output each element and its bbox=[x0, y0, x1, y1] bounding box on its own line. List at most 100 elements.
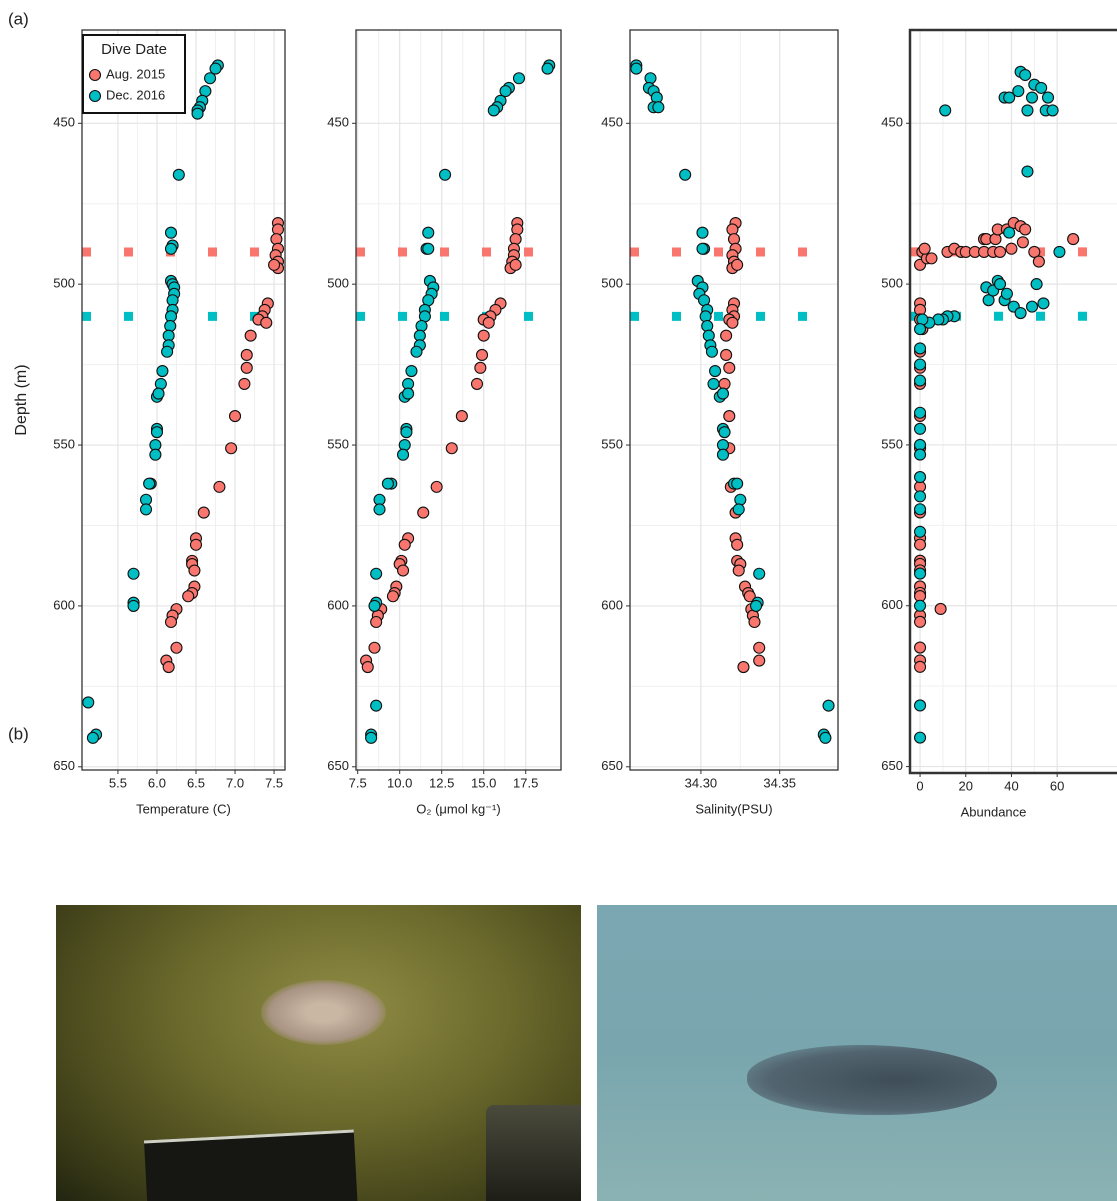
point bbox=[183, 591, 194, 602]
fish bbox=[747, 1045, 997, 1115]
point bbox=[1020, 224, 1031, 235]
panel-frame bbox=[356, 30, 561, 770]
point bbox=[733, 504, 744, 515]
point bbox=[738, 662, 749, 673]
sampler-arm bbox=[486, 1105, 581, 1201]
point bbox=[706, 346, 717, 357]
point bbox=[371, 568, 382, 579]
point bbox=[398, 565, 409, 576]
y-tick-label: 500 bbox=[327, 276, 349, 291]
point bbox=[382, 478, 393, 489]
x-tick-label: 60 bbox=[1050, 778, 1064, 793]
point bbox=[488, 105, 499, 116]
x-tick-label: 34.30 bbox=[685, 775, 718, 790]
point bbox=[151, 427, 162, 438]
point bbox=[820, 732, 831, 743]
point bbox=[915, 700, 926, 711]
point bbox=[366, 732, 377, 743]
point bbox=[241, 349, 252, 360]
point bbox=[915, 539, 926, 550]
point bbox=[926, 253, 937, 264]
y-tick-label: 650 bbox=[601, 758, 623, 773]
point bbox=[163, 662, 174, 673]
point bbox=[995, 246, 1006, 257]
point bbox=[732, 259, 743, 270]
page: (a) (b) 4505005506006505.56.06.57.07.5Te… bbox=[0, 0, 1117, 1201]
x-tick-label: 17.5 bbox=[513, 775, 538, 790]
point bbox=[1022, 166, 1033, 177]
y-tick-label: 450 bbox=[601, 115, 623, 130]
point bbox=[150, 449, 161, 460]
y-tick-label: 600 bbox=[327, 597, 349, 612]
point bbox=[269, 259, 280, 270]
legend-title: Dive Date bbox=[101, 41, 167, 58]
point bbox=[171, 642, 182, 653]
point bbox=[680, 169, 691, 180]
y-tick-label: 450 bbox=[53, 115, 75, 130]
x-tick-label: 20 bbox=[959, 778, 973, 793]
point bbox=[653, 102, 664, 113]
point bbox=[128, 568, 139, 579]
x-tick-label: 40 bbox=[1004, 778, 1018, 793]
point bbox=[710, 366, 721, 377]
x-tick-label: 6.0 bbox=[148, 775, 166, 790]
point bbox=[261, 317, 272, 328]
legend-swatch bbox=[90, 70, 101, 81]
x-tick-label: 34.35 bbox=[763, 775, 796, 790]
point bbox=[915, 568, 926, 579]
point bbox=[513, 73, 524, 84]
point bbox=[1022, 105, 1033, 116]
point bbox=[1043, 92, 1054, 103]
legend-label: Aug. 2015 bbox=[106, 66, 165, 81]
plot-area bbox=[82, 30, 285, 770]
point bbox=[399, 539, 410, 550]
point bbox=[456, 411, 467, 422]
x-tick-label: 7.0 bbox=[226, 775, 244, 790]
point bbox=[1038, 298, 1049, 309]
x-tick-label: 7.5 bbox=[349, 775, 367, 790]
y-tick-label: 550 bbox=[53, 436, 75, 451]
photo-fish bbox=[597, 905, 1117, 1201]
y-tick-label: 500 bbox=[881, 276, 903, 291]
point bbox=[1047, 105, 1058, 116]
y-tick-label: 600 bbox=[601, 597, 623, 612]
y-tick-label: 650 bbox=[53, 758, 75, 773]
point bbox=[1017, 237, 1028, 248]
x-tick-label: 10.0 bbox=[387, 775, 412, 790]
y-tick-label: 550 bbox=[327, 436, 349, 451]
point bbox=[754, 642, 765, 653]
point bbox=[245, 330, 256, 341]
point bbox=[431, 481, 442, 492]
clam-cluster bbox=[261, 980, 386, 1045]
point bbox=[915, 472, 926, 483]
point bbox=[719, 427, 730, 438]
y-tick-label: 500 bbox=[53, 276, 75, 291]
point bbox=[751, 600, 762, 611]
point bbox=[230, 411, 241, 422]
point bbox=[226, 443, 237, 454]
point bbox=[371, 700, 382, 711]
point bbox=[190, 539, 201, 550]
point bbox=[214, 481, 225, 492]
point bbox=[915, 423, 926, 434]
y-tick-label: 650 bbox=[327, 758, 349, 773]
point bbox=[144, 478, 155, 489]
point bbox=[915, 491, 926, 502]
point bbox=[510, 259, 521, 270]
point bbox=[1015, 308, 1026, 319]
point bbox=[697, 227, 708, 238]
point bbox=[721, 330, 732, 341]
point bbox=[631, 63, 642, 74]
y-tick-label: 600 bbox=[881, 597, 903, 612]
plot-area bbox=[910, 30, 1117, 773]
point bbox=[166, 243, 177, 254]
point bbox=[1027, 301, 1038, 312]
y-tick-label: 450 bbox=[881, 115, 903, 130]
x-axis-label: O₂ (μmol kg⁻¹) bbox=[416, 801, 500, 816]
point bbox=[724, 411, 735, 422]
point bbox=[398, 449, 409, 460]
point bbox=[915, 359, 926, 370]
point bbox=[1036, 82, 1047, 93]
point bbox=[241, 362, 252, 373]
point bbox=[935, 603, 946, 614]
